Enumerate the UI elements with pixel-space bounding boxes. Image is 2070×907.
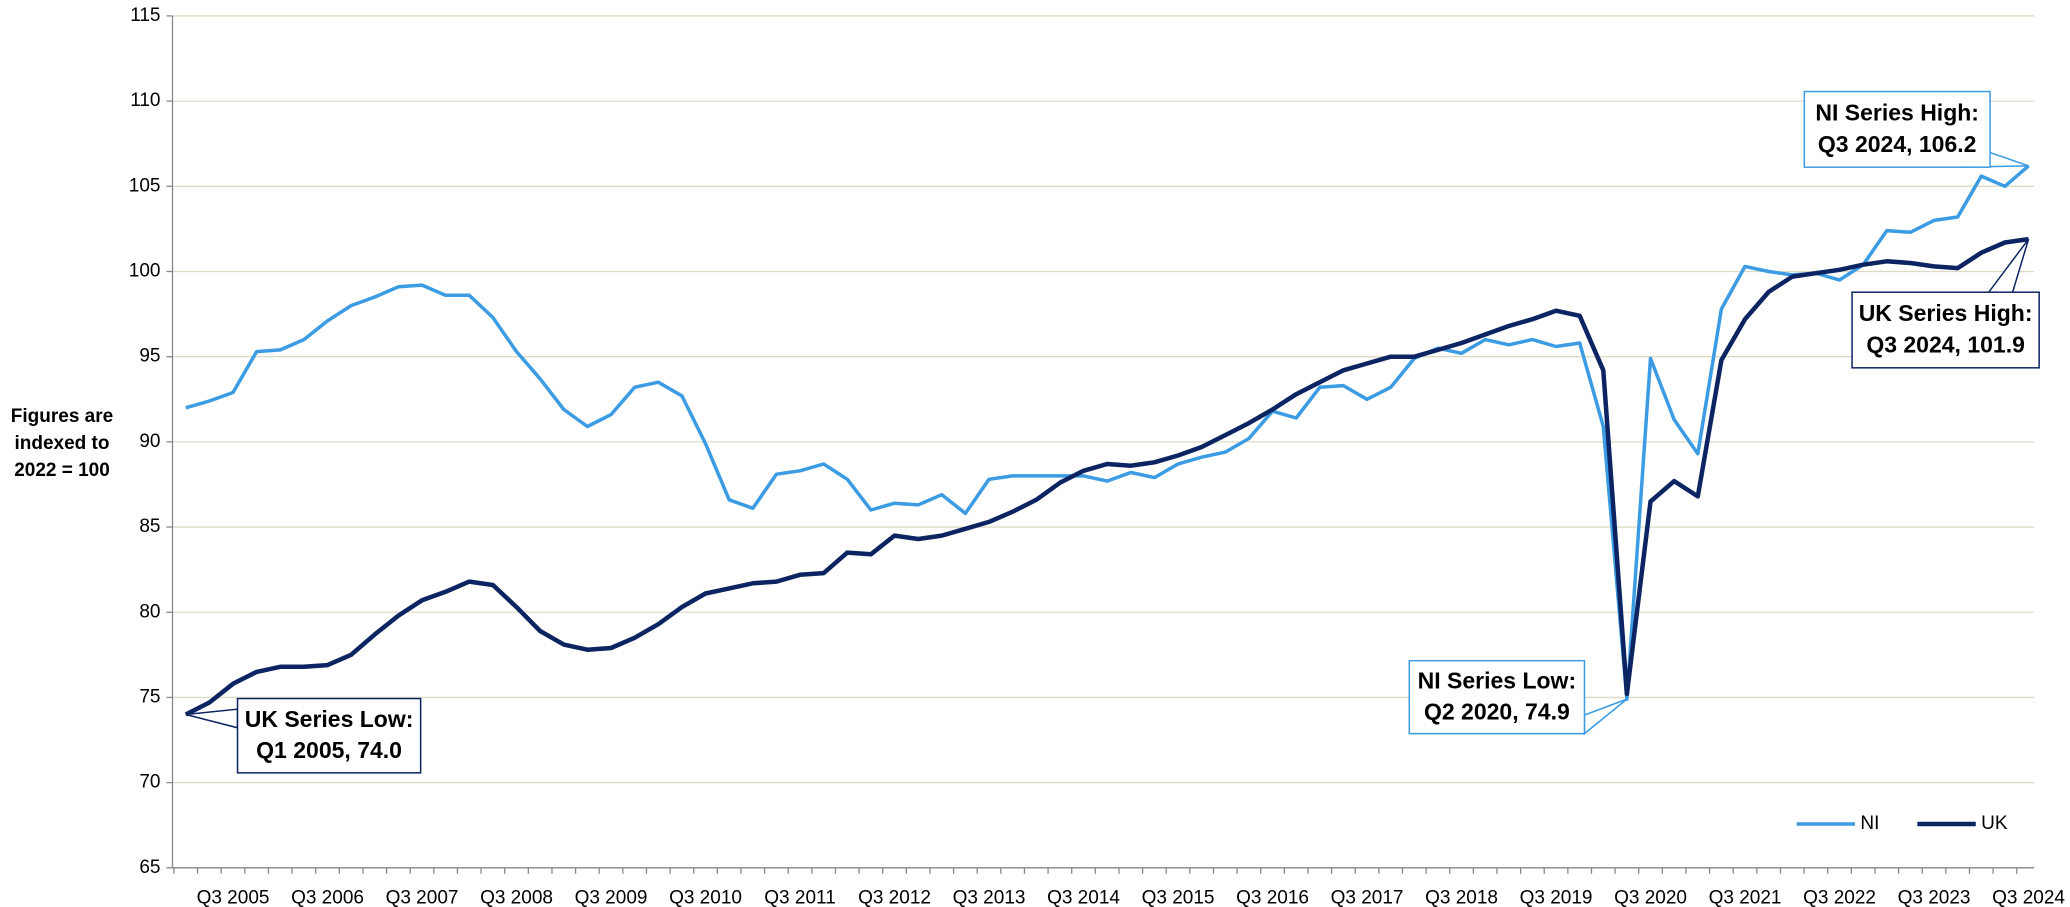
x-tick-label: Q3 2010 xyxy=(669,887,742,907)
x-tick-label: Q3 2008 xyxy=(480,887,553,907)
series-line xyxy=(184,236,2029,717)
x-tick-label: Q3 2011 xyxy=(764,887,835,907)
x-tick-label: Q3 2005 xyxy=(197,887,270,907)
legend-label: NI xyxy=(1860,813,1879,834)
callout-pointer xyxy=(1583,698,1628,736)
y-tick-label: 95 xyxy=(139,346,160,367)
callout-box xyxy=(1851,291,2040,369)
grid xyxy=(172,15,2035,869)
callout-box xyxy=(1803,90,1991,168)
x-tick-label: Q3 2023 xyxy=(1898,887,1971,907)
x-tick-label: Q3 2009 xyxy=(575,887,648,907)
x-tick-label: Q3 2020 xyxy=(1614,887,1687,907)
callout-box xyxy=(236,697,422,774)
annotations: UK Series Low: Q1 2005, 74.0 NI Series Low… xyxy=(185,90,2040,774)
x-tick-label: Q3 2015 xyxy=(1142,887,1215,907)
x-tick-label: Q3 2012 xyxy=(858,887,931,907)
y-tick-label: 80 xyxy=(139,601,160,622)
x-tick-label: Q3 2024 xyxy=(1992,887,2065,907)
callout-text: Q3 2024, 101.9 xyxy=(1866,332,2025,358)
x-tick-label: Q3 2006 xyxy=(291,887,364,907)
series-line xyxy=(185,164,2030,701)
x-tick-label: Q3 2018 xyxy=(1425,887,1498,907)
legend-label: UK xyxy=(1981,813,2008,834)
callout-text: UK Series Low: xyxy=(245,706,414,732)
y-tick-label: 115 xyxy=(130,5,160,26)
y-tick-label: 110 xyxy=(130,90,160,111)
callout-text: NI Series High: xyxy=(1815,99,1979,125)
callout-text: Q3 2024, 106.2 xyxy=(1818,131,1977,157)
y-tick-label: 65 xyxy=(139,857,160,878)
x-tick-label: Q3 2019 xyxy=(1520,887,1593,907)
y-axis-label: 2022 = 100 xyxy=(14,460,110,481)
callout-text: Q1 2005, 74.0 xyxy=(256,737,402,763)
lines xyxy=(184,164,2030,717)
y-axis-label: indexed to xyxy=(14,433,109,454)
x-tick-label: Q3 2017 xyxy=(1331,887,1404,907)
x-tick-label: Q3 2016 xyxy=(1236,887,1309,907)
y-tick-label: 90 xyxy=(139,431,160,452)
callout-box xyxy=(1408,659,1586,735)
x-tick-label: Q3 2007 xyxy=(386,887,459,907)
y-tick-label: 85 xyxy=(139,516,160,537)
y-tick-label: 75 xyxy=(139,686,160,707)
y-tick-label: 105 xyxy=(129,175,161,196)
callout-text: Q2 2020, 74.9 xyxy=(1424,698,1570,724)
y-tick-label: 100 xyxy=(129,261,161,282)
axes: 65 70 75 80 85 90 95 100 105 110 115 Q3 2005 Q3 2006… xyxy=(11,5,2066,907)
y-tick-label: 70 xyxy=(139,772,160,793)
x-tick-label: Q3 2014 xyxy=(1047,887,1120,907)
callout-text: NI Series Low: xyxy=(1418,668,1576,694)
x-tick-label: Q3 2022 xyxy=(1803,887,1876,907)
x-tick-label: Q3 2013 xyxy=(953,887,1026,907)
y-axis-label: Figures are xyxy=(11,406,113,427)
legend: UK NI xyxy=(1796,813,2008,834)
x-tick-label: Q3 2021 xyxy=(1709,887,1782,907)
callout-text: UK Series High: xyxy=(1859,300,2033,326)
